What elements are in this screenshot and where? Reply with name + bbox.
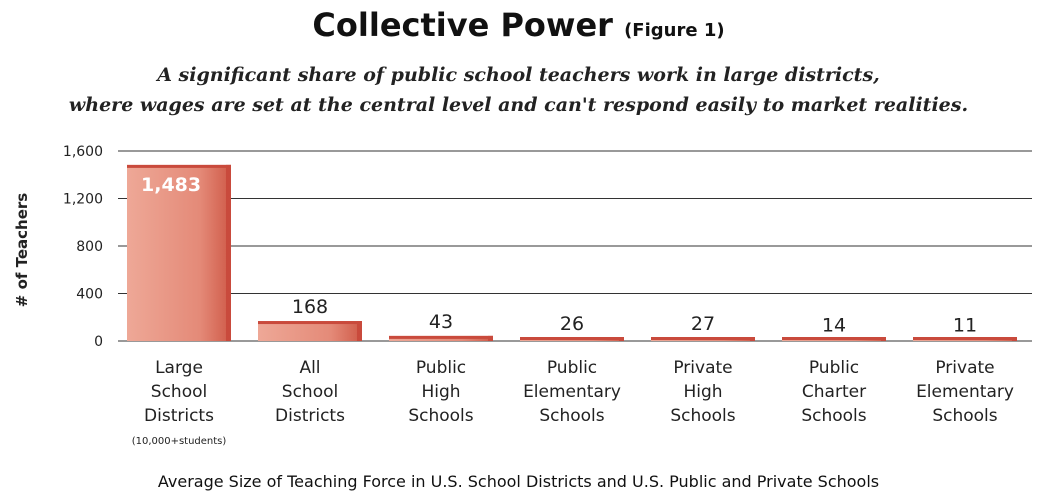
y-tick-label: 1,600 [63,144,103,160]
category-label-line: High [421,382,460,402]
category-label-line: Schools [408,406,473,426]
category-label-line: Schools [801,406,866,426]
category-label-line: Public [809,358,859,378]
category-label: Private High Schools [670,358,735,426]
subtitle-line: where wages are set at the central level… [68,94,969,116]
category-label-line: Elementary [916,382,1014,402]
value-label: 26 [560,313,584,335]
category-label-line: Schools [539,406,604,426]
category-label-line: Private [673,358,732,378]
category-label-line: All [299,358,320,378]
bar-top-edge [913,337,1017,340]
bar-side-edge [226,164,231,341]
x-axis-title: Average Size of Teaching Force in U.S. S… [157,472,880,491]
value-label: 11 [953,315,977,337]
bar-top-edge [782,337,886,340]
category-label-line: Schools [932,406,997,426]
bar [127,164,231,341]
bar-side-edge [488,335,493,341]
bar [258,321,362,341]
value-labels: 1,483 168 43 26 27 14 11 [141,174,977,337]
bar [651,337,755,341]
category-label-line: Districts [144,406,214,426]
category-labels: Large School Districts (10,000+students) All… [132,358,1014,447]
chart-title-text: Collective Power [312,6,613,44]
category-label-line: Districts [275,406,345,426]
category-label: Large School Districts (10,000+students) [132,358,227,447]
value-label: 14 [822,314,846,336]
category-label-line: Public [547,358,597,378]
bar-top-edge [127,164,231,168]
value-label: 27 [691,313,715,335]
y-tick-label: 400 [76,287,103,303]
category-label-line: Charter [802,382,866,402]
bar-body [127,164,231,341]
category-label-line: Large [155,358,203,378]
category-label-line: Private [935,358,994,378]
subtitle-line: A significant share of public school tea… [157,64,880,86]
category-label: All School Districts [275,358,345,426]
bar [389,335,493,341]
category-label-line: School [151,382,207,402]
bar-body [258,321,362,341]
y-tick-labels: 0 400 800 1,200 1,600 [63,144,103,350]
category-label-line: Schools [670,406,735,426]
value-label: 43 [429,311,453,333]
bar-side-edge [619,337,624,341]
bar-top-edge [651,337,755,340]
bar-side-edge [357,321,362,341]
bar-top-edge [258,321,362,325]
y-tick-label: 800 [76,239,103,255]
bar-side-edge [881,337,886,341]
chart-title: Collective Power (Figure 1) [0,6,1037,44]
category-label-line: Elementary [523,382,621,402]
category-label: Public High Schools [408,358,473,426]
category-label-line: High [683,382,722,402]
bar-top-edge [520,337,624,340]
category-label: Private Elementary Schools [916,358,1014,426]
category-label-line: School [282,382,338,402]
bar-side-edge [750,337,755,341]
value-label: 1,483 [141,174,201,196]
category-label: Public Elementary Schools [523,358,621,426]
category-label-line: Public [416,358,466,378]
bar [520,337,624,341]
bar-top-edge [389,335,493,339]
bar [913,337,1017,341]
bars [127,164,1017,341]
y-tick-label: 1,200 [63,192,103,208]
category-label: Public Charter Schools [801,358,866,426]
bar [782,337,886,341]
chart-subtitle: A significant share of public school tea… [0,60,1037,120]
y-tick-label: 0 [94,334,103,350]
bar-side-edge [1012,337,1017,341]
figure-note: (Figure 1) [624,20,725,41]
category-note: (10,000+students) [132,436,227,447]
value-label: 168 [292,296,328,318]
